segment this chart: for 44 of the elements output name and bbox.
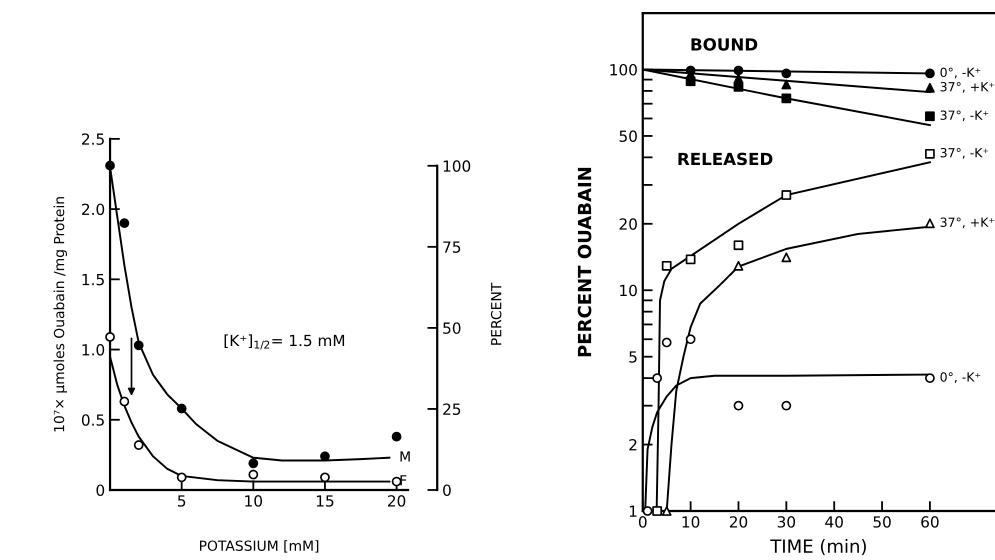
y-tick-label: 50: [620, 130, 637, 142]
y-tick-label: 2: [629, 439, 636, 450]
y2-tick-label: 0: [443, 484, 451, 496]
x-tick-label: 60: [921, 516, 939, 528]
x-tick-label: 5: [178, 495, 186, 507]
x-axis-title: POTASSIUM [mM]: [200, 540, 318, 553]
x-tick-label: 15: [316, 495, 334, 507]
annotation: [K⁺]$_{1/2}$= 1.5 mM: [224, 334, 344, 350]
y-tick-label: 5: [629, 351, 637, 363]
x-tick-label: 10: [682, 516, 700, 528]
y-tick-label: 0: [96, 484, 104, 496]
y-axis-title: 10⁷× μmoles Ouabain /mg Protein: [54, 197, 67, 432]
y-tick-label: 1.5: [82, 274, 104, 286]
y-tick-label: 1: [630, 506, 636, 517]
x-tick-label: 20: [388, 495, 406, 507]
series-label: M: [400, 451, 410, 462]
series-label: 37°, +K⁺: [940, 82, 994, 93]
y-tick-label: 10: [620, 284, 637, 296]
x-tick-label: 0: [638, 516, 647, 528]
series-label: 0°, -K⁺: [940, 68, 980, 78]
y2-tick-label: 25: [443, 403, 460, 415]
x-tick-label: 10: [245, 495, 262, 507]
x-tick-label: 30: [778, 516, 796, 528]
y2-tick-label: 100: [444, 160, 470, 172]
annotation: RELEASED: [678, 152, 772, 166]
x-tick-label: 50: [874, 516, 891, 528]
x-tick-label: 20: [730, 516, 748, 528]
y2-axis-title: PERCENT: [490, 282, 502, 345]
y-tick-label: 0.5: [82, 414, 104, 426]
series-label: 37°, +K⁺: [940, 218, 994, 228]
y-tick-label: 1.0: [82, 344, 104, 356]
y-axis-title: PERCENT OUABAIN: [578, 168, 592, 356]
annotation: BOUND: [692, 38, 758, 51]
series-label: 37°, -K⁺: [940, 148, 988, 159]
y-tick-label: 2.5: [82, 133, 104, 145]
x-tick-label: 40: [825, 516, 843, 528]
y-tick-label: 20: [620, 218, 637, 230]
series-label: 37°, -K⁺: [940, 110, 988, 122]
x-axis-title: TIME (min): [770, 538, 866, 556]
y-tick-label: 2.0: [82, 204, 104, 216]
y2-tick-label: 50: [443, 322, 461, 334]
series-label: 0°, -K⁺: [940, 372, 980, 383]
y2-tick-label: 75: [443, 242, 460, 253]
y-tick-label: 100: [610, 64, 637, 76]
